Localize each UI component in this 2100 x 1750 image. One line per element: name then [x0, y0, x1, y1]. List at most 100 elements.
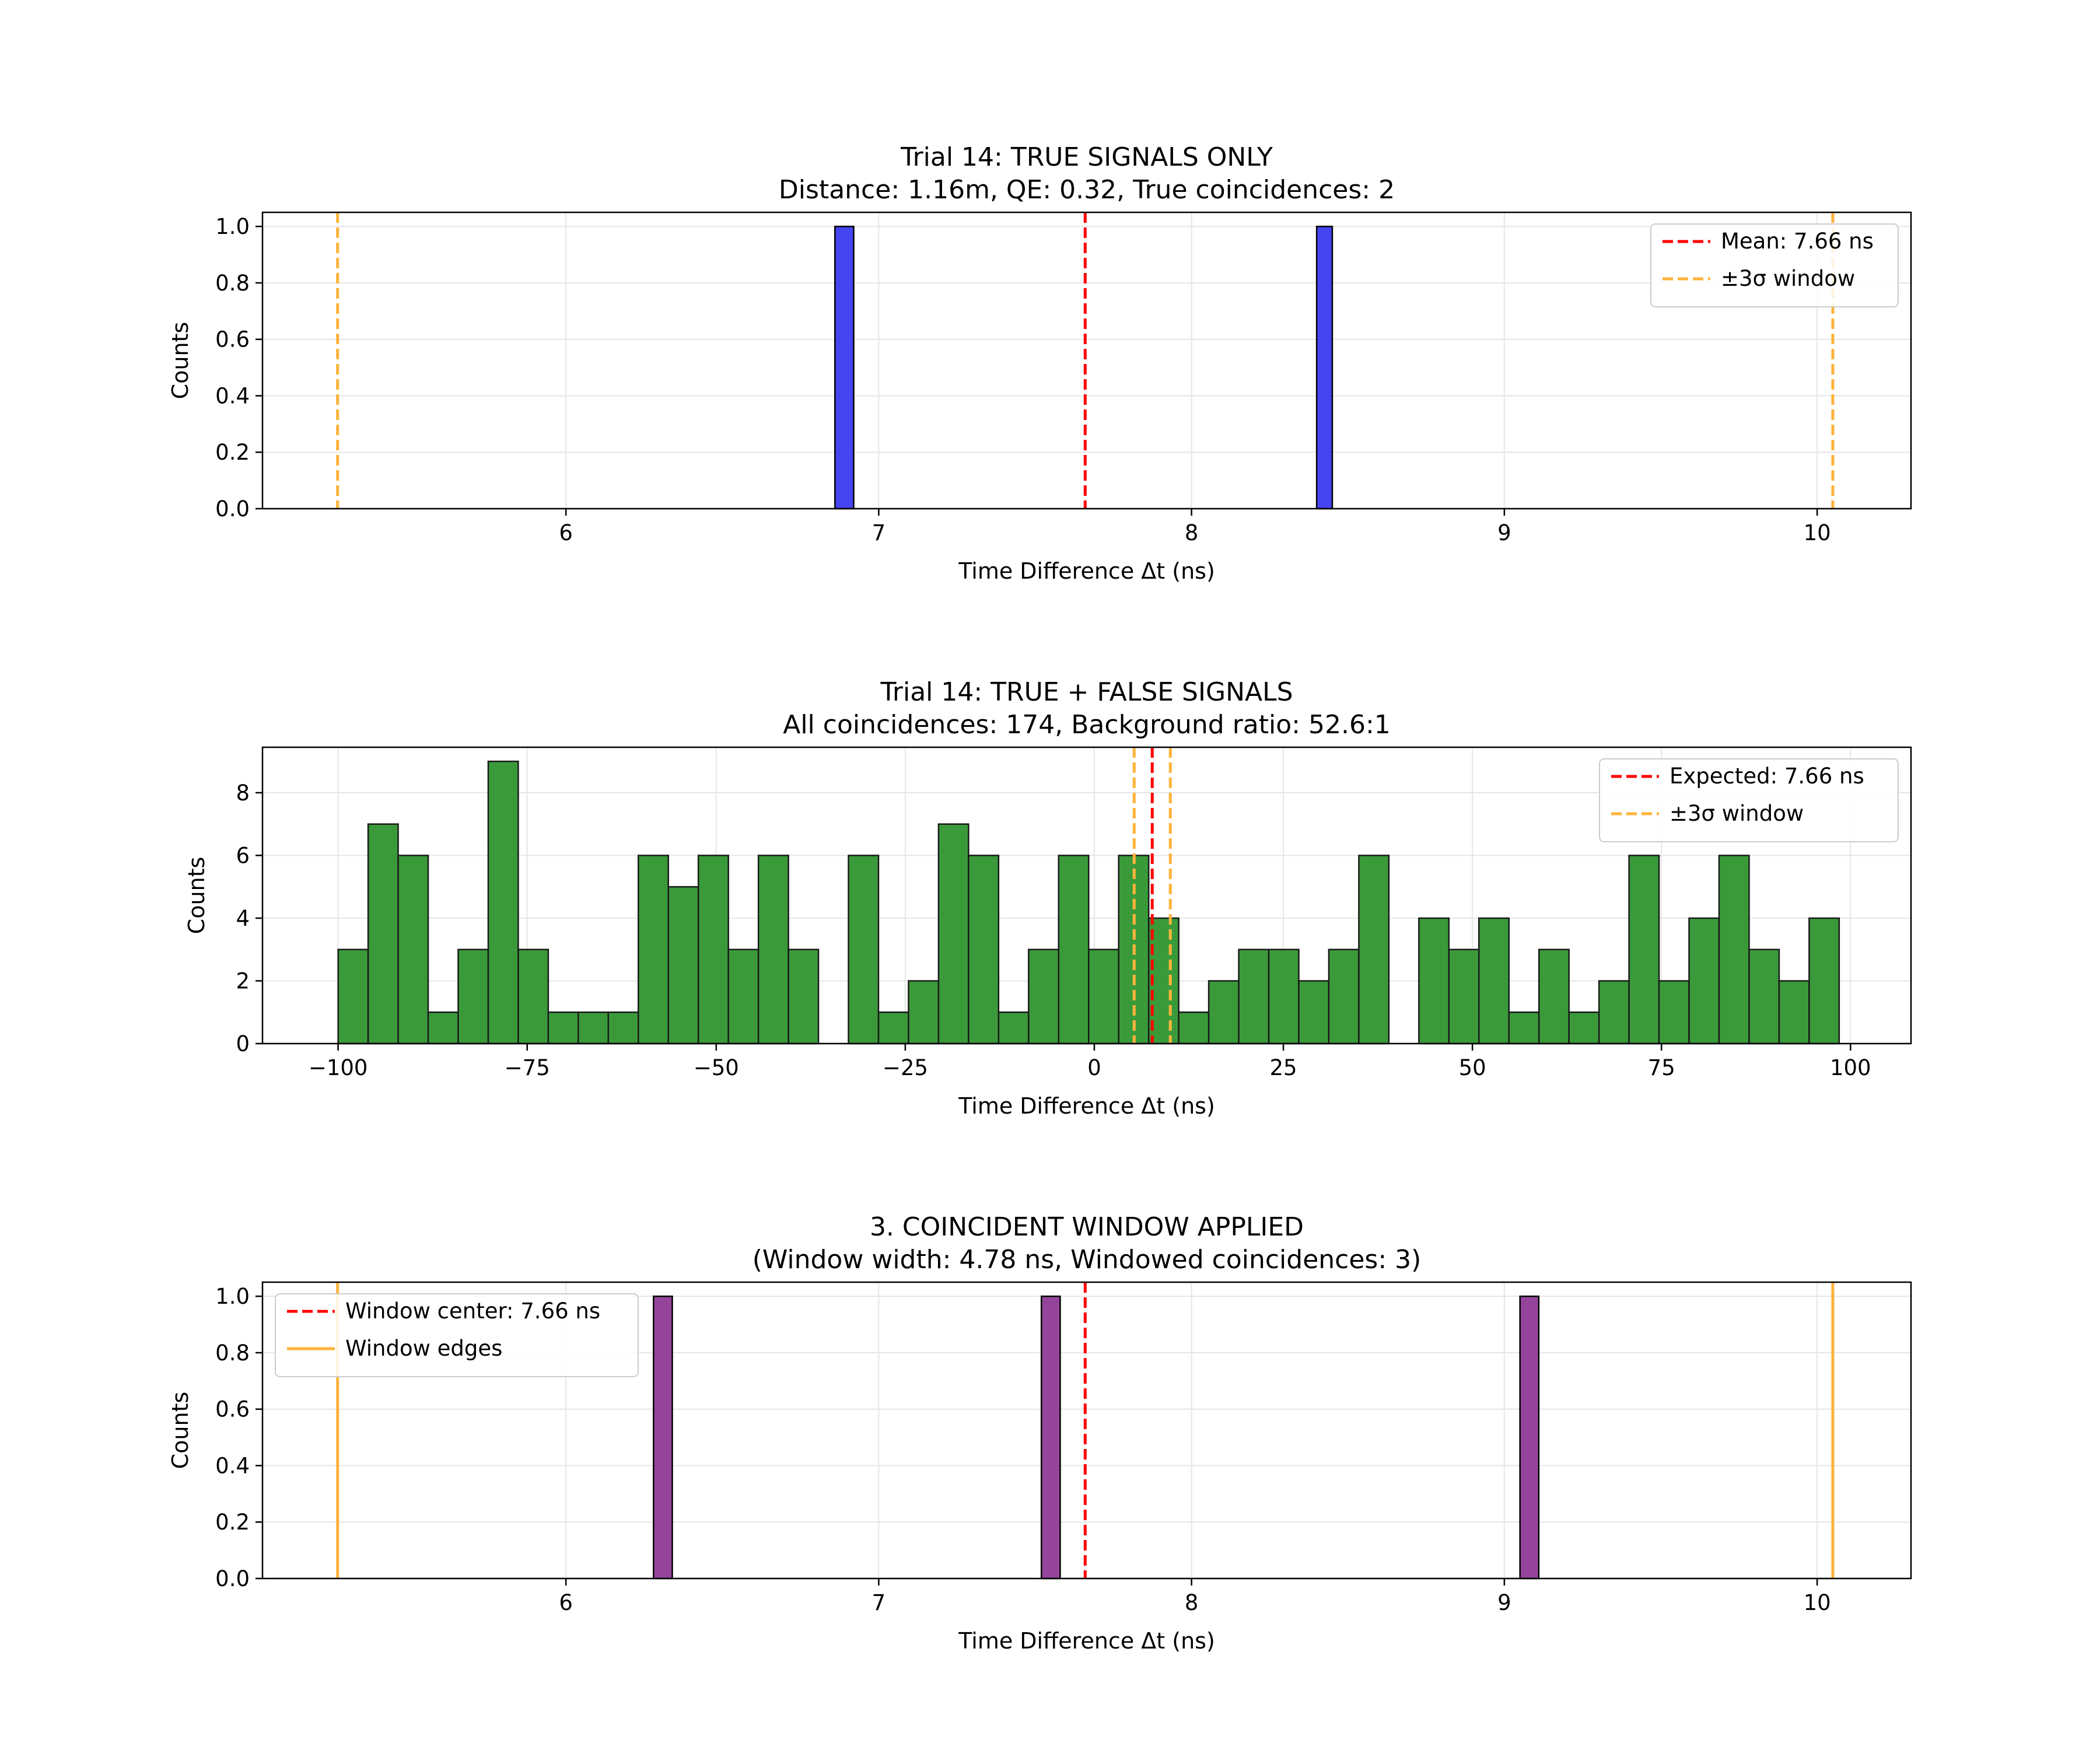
histogram-bar [1418, 917, 1450, 1045]
histogram-bar [1808, 917, 1840, 1045]
y-tick-label: 0.2 [215, 1510, 250, 1535]
legend: Window center: 7.66 ns Window edges [275, 1293, 639, 1377]
x-tick-label: 7 [872, 520, 886, 545]
x-tick-label: 50 [1459, 1055, 1486, 1080]
y-tick-label: 0 [236, 1031, 250, 1056]
y-tick-label: 0.4 [215, 1453, 250, 1478]
histogram-bar [607, 1011, 639, 1045]
histogram-bar [848, 855, 880, 1045]
x-axis-label: Time Difference Δt (ns) [958, 1628, 1215, 1654]
histogram-bar [1688, 917, 1720, 1045]
chart-panel-3: 3. COINCIDENT WINDOW APPLIED(Window widt… [167, 1212, 1912, 1654]
y-tick-label: 1.0 [215, 1284, 250, 1309]
x-axis-label: Time Difference Δt (ns) [958, 1093, 1215, 1119]
y-tick-label: 6 [236, 843, 250, 868]
histogram-bar [937, 823, 970, 1045]
legend-box [275, 1293, 639, 1377]
x-tick-label: −75 [505, 1055, 550, 1080]
histogram-bar [1268, 949, 1300, 1045]
y-tick-label: 0.4 [215, 383, 250, 408]
histogram-bar [1208, 980, 1240, 1045]
chart-title: 3. COINCIDENT WINDOW APPLIED [870, 1212, 1304, 1242]
axes-frame [261, 746, 1912, 1045]
x-tick-label: 8 [1185, 520, 1199, 545]
histogram-bar [1538, 949, 1570, 1045]
chart-subtitle: Distance: 1.16m, QE: 0.32, True coincide… [779, 175, 1395, 205]
legend-label: Mean: 7.66 ns [1721, 229, 1874, 254]
x-tick-label: 7 [872, 1590, 886, 1615]
y-tick-label: 1.0 [215, 214, 250, 239]
histogram-bar [877, 1011, 909, 1045]
histogram-bar [757, 855, 789, 1045]
legend-box [1599, 758, 1899, 842]
chart-title: Trial 14: TRUE + FALSE SIGNALS [880, 677, 1293, 707]
chart-subtitle: (Window width: 4.78 ns, Windowed coincid… [752, 1245, 1422, 1275]
legend-label: ±3σ window [1670, 801, 1804, 826]
histogram-bar [1358, 855, 1390, 1045]
histogram-bar [788, 949, 820, 1045]
histogram-bar [1658, 980, 1690, 1045]
x-tick-label: −25 [883, 1055, 928, 1080]
legend: Mean: 7.66 ns ±3σ window [1650, 223, 1899, 307]
histogram-bar [337, 949, 369, 1045]
histogram-bar [397, 855, 429, 1045]
x-axis-label: Time Difference Δt (ns) [958, 558, 1215, 584]
histogram-bar [727, 949, 760, 1045]
histogram-bar [1718, 855, 1750, 1045]
y-tick-label: 2 [236, 968, 250, 993]
histogram-bar [998, 1011, 1030, 1045]
x-tick-label: −100 [309, 1055, 368, 1080]
histogram-bar [1328, 949, 1360, 1045]
histogram-bar [547, 1011, 579, 1045]
histogram-bar [1568, 1011, 1600, 1045]
histogram-bar [427, 1011, 459, 1045]
y-axis-label: Counts [167, 1392, 193, 1469]
histogram-bar [1778, 980, 1810, 1045]
histogram-bar [1238, 949, 1270, 1045]
histogram-bar [457, 949, 489, 1045]
x-tick-label: 8 [1185, 1590, 1199, 1615]
y-tick-label: 0.2 [215, 440, 250, 465]
y-tick-label: 0.8 [215, 271, 250, 296]
histogram-bar [1040, 1295, 1061, 1580]
histogram-bar [367, 823, 399, 1045]
legend: Expected: 7.66 ns ±3σ window [1599, 758, 1899, 842]
y-tick-label: 4 [236, 906, 250, 931]
histogram-bar [1315, 225, 1334, 510]
x-tick-label: 10 [1804, 520, 1831, 545]
legend-box [1650, 223, 1899, 307]
histogram-bar [968, 855, 1000, 1045]
histogram-bar [517, 949, 550, 1045]
y-axis-label: Counts [184, 857, 209, 935]
histogram-bar [1058, 855, 1090, 1045]
histogram-bar [1628, 855, 1660, 1045]
x-tick-label: 75 [1648, 1055, 1675, 1080]
legend-label: Window center: 7.66 ns [345, 1298, 600, 1324]
histogram-bar [1748, 949, 1780, 1045]
legend-label: Expected: 7.66 ns [1670, 764, 1864, 789]
histogram-bar [487, 760, 519, 1045]
y-tick-label: 0.6 [215, 1397, 250, 1422]
histogram-bar [697, 855, 729, 1045]
y-tick-label: 0.0 [215, 1566, 250, 1591]
histogram-bar [1598, 980, 1630, 1045]
x-tick-label: 10 [1804, 1590, 1831, 1615]
histogram-bar [1028, 949, 1060, 1045]
legend-label: Window edges [345, 1336, 502, 1361]
histogram-bar [1448, 949, 1480, 1045]
y-tick-label: 0.8 [215, 1340, 250, 1366]
x-tick-label: 9 [1497, 520, 1511, 545]
histogram-bar [653, 1295, 673, 1580]
histogram-bar [1087, 949, 1119, 1045]
histogram-bar [1478, 917, 1510, 1045]
x-tick-label: 25 [1269, 1055, 1297, 1080]
legend-label: ±3σ window [1721, 266, 1855, 291]
histogram-bar [1298, 980, 1330, 1045]
chart-title: Trial 14: TRUE SIGNALS ONLY [900, 142, 1273, 172]
histogram-bar [908, 980, 940, 1045]
histogram-bar [1508, 1011, 1540, 1045]
x-tick-label: 6 [559, 520, 573, 545]
